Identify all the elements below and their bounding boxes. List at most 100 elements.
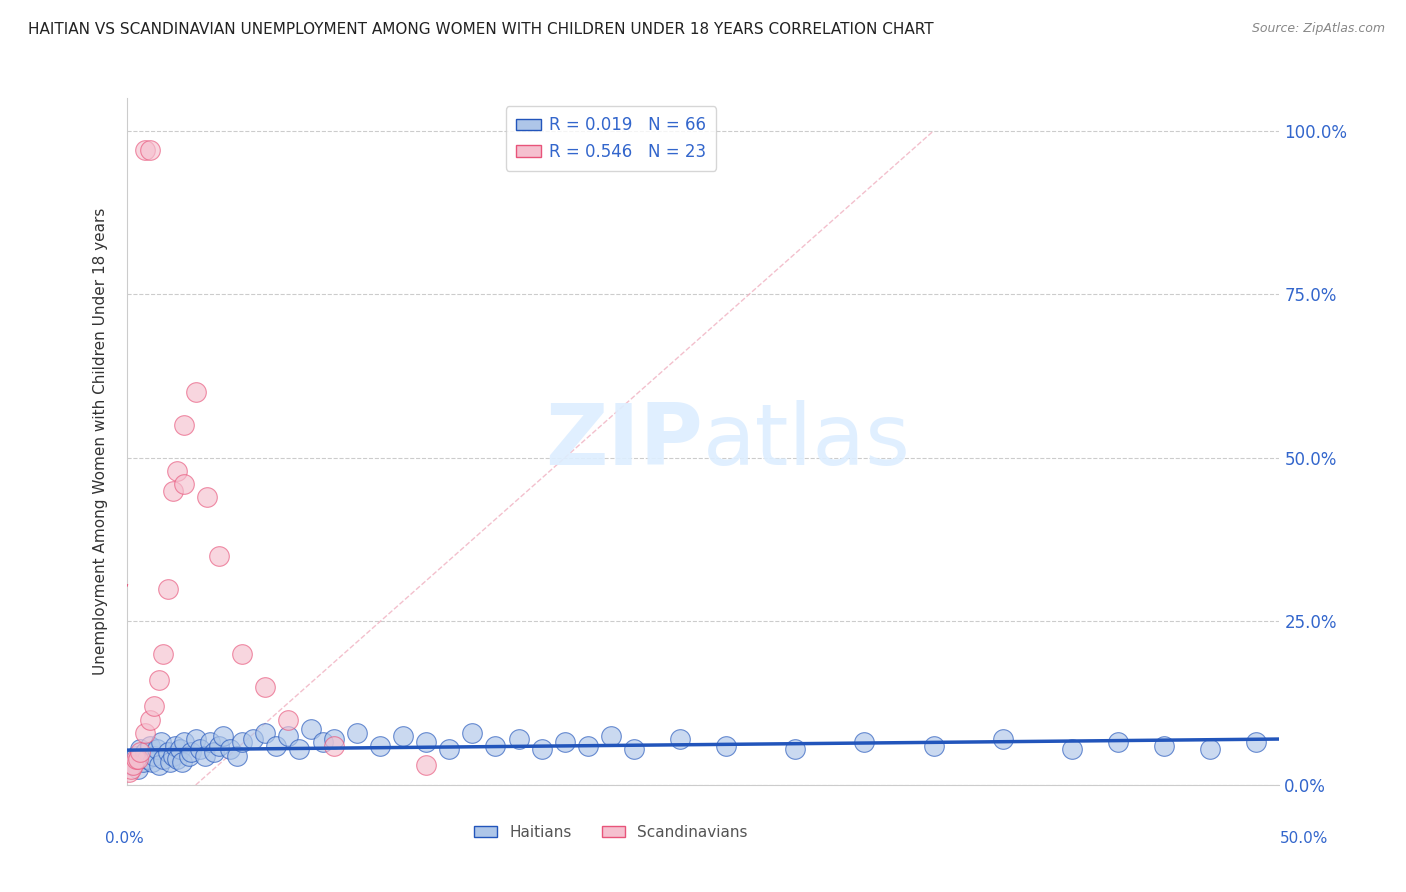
Point (152, 752, 174, 766)
Point (150, 735, 173, 749)
Point (184, 732, 207, 747)
Text: 50.0%: 50.0% (1281, 831, 1329, 846)
Point (162, 483, 184, 498)
Point (439, 742, 461, 756)
Point (219, 742, 242, 756)
Point (346, 725, 368, 739)
Point (173, 477, 195, 491)
Point (129, 745, 152, 759)
Point (576, 739, 599, 753)
Point (159, 755, 181, 769)
Point (129, 742, 152, 756)
Point (131, 755, 153, 769)
Point (288, 742, 311, 756)
Point (138, 713, 160, 727)
Point (253, 680, 276, 694)
Point (323, 732, 346, 747)
Point (138, 739, 160, 753)
Point (415, 735, 437, 749)
Point (599, 729, 621, 743)
Point (669, 732, 692, 747)
Point (136, 752, 159, 766)
Point (785, 742, 807, 756)
Point (554, 735, 576, 749)
Point (143, 699, 166, 714)
Text: HAITIAN VS SCANDINAVIAN UNEMPLOYMENT AMONG WOMEN WITH CHILDREN UNDER 18 YEARS CO: HAITIAN VS SCANDINAVIAN UNEMPLOYMENT AMO… (28, 22, 934, 37)
Point (1060, 742, 1083, 756)
Point (148, 758, 170, 772)
Point (141, 755, 163, 769)
Point (1199, 742, 1222, 756)
Point (1153, 739, 1175, 753)
Point (991, 732, 1014, 747)
Point (125, 752, 148, 766)
Point (127, 752, 149, 766)
Point (118, 764, 141, 779)
Point (277, 713, 299, 727)
Point (157, 582, 180, 596)
Point (415, 758, 437, 772)
Point (208, 739, 231, 753)
Point (311, 735, 333, 749)
Point (198, 735, 221, 749)
Point (120, 758, 142, 772)
Point (323, 739, 346, 753)
Point (148, 673, 170, 688)
Point (253, 725, 276, 739)
Point (392, 729, 415, 743)
Legend: Haitians, Scandinavians: Haitians, Scandinavians (468, 819, 754, 846)
Point (266, 739, 288, 753)
Point (368, 739, 391, 753)
Point (177, 748, 200, 763)
Point (231, 647, 253, 661)
Point (166, 464, 188, 478)
Point (120, 762, 142, 776)
Point (226, 748, 249, 763)
Point (122, 758, 145, 772)
Point (195, 490, 218, 504)
Point (134, 725, 156, 739)
Point (853, 735, 876, 749)
Point (152, 647, 174, 661)
Point (157, 745, 180, 759)
Text: 0.0%: 0.0% (105, 831, 145, 846)
Point (530, 742, 553, 756)
Point (1246, 735, 1268, 749)
Point (242, 732, 264, 747)
Point (169, 742, 191, 756)
Point (194, 748, 217, 763)
Point (202, 745, 225, 759)
Point (231, 735, 253, 749)
Point (188, 742, 211, 756)
Point (208, 549, 231, 563)
Point (134, 745, 156, 759)
Point (173, 735, 195, 749)
Point (461, 725, 484, 739)
Point (125, 748, 148, 763)
Text: Source: ZipAtlas.com: Source: ZipAtlas.com (1251, 22, 1385, 36)
Point (922, 739, 945, 753)
Point (173, 418, 195, 433)
Point (277, 729, 299, 743)
Point (212, 729, 235, 743)
Point (1107, 735, 1129, 749)
Text: atlas: atlas (703, 400, 911, 483)
Point (143, 748, 166, 763)
Point (170, 755, 193, 769)
Point (162, 748, 184, 763)
Text: ZIP: ZIP (546, 400, 703, 483)
Point (127, 762, 149, 776)
Point (163, 739, 186, 753)
Point (484, 739, 506, 753)
Point (299, 723, 322, 737)
Point (145, 742, 167, 756)
Point (508, 732, 530, 747)
Point (138, 144, 160, 158)
Point (180, 745, 202, 759)
Point (184, 385, 207, 400)
Point (714, 739, 737, 753)
Point (623, 742, 645, 756)
Y-axis label: Unemployment Among Women with Children Under 18 years: Unemployment Among Women with Children U… (93, 208, 108, 675)
Point (166, 752, 188, 766)
Point (134, 144, 156, 158)
